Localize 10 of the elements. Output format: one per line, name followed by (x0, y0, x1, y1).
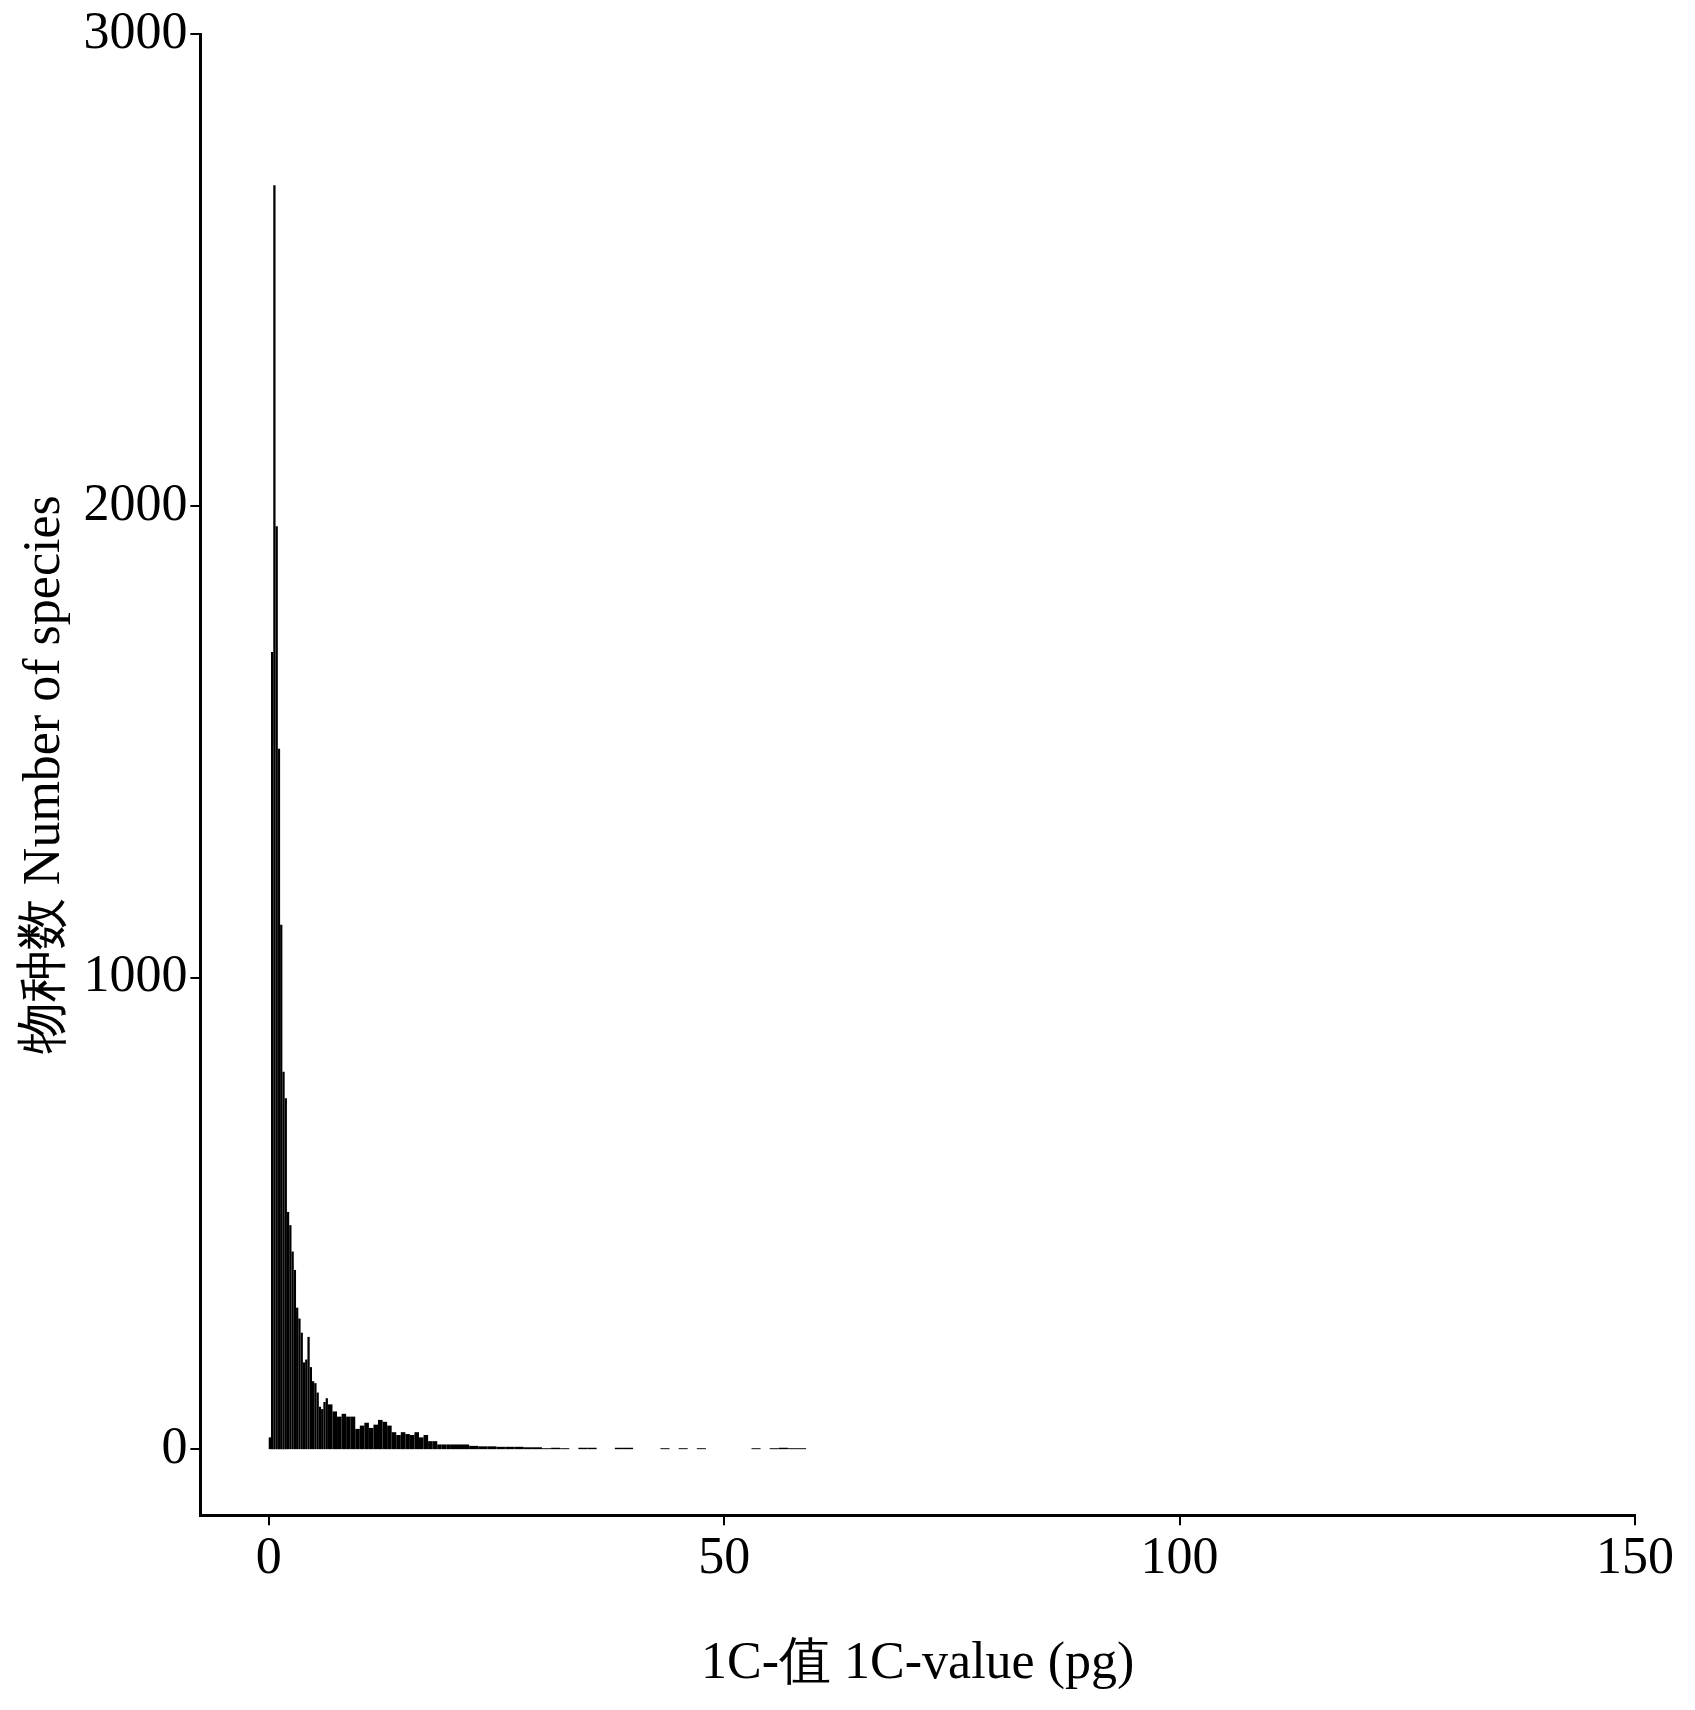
y-tick-label: 1000 (83, 945, 188, 1003)
y-tick-label: 0 (161, 1416, 188, 1474)
x-tick-label: 50 (698, 1527, 751, 1585)
x-tick-label: 100 (1140, 1527, 1219, 1585)
y-axis-title: 物种数 Number of species (12, 495, 70, 1055)
x-tick-label: 150 (1596, 1527, 1674, 1585)
y-tick-label: 2000 (83, 473, 188, 531)
x-tick-label: 0 (255, 1527, 282, 1585)
y-tick-label: 3000 (83, 1, 188, 59)
x-axis-title: 1C-值 1C-value (pg) (701, 1632, 1135, 1691)
